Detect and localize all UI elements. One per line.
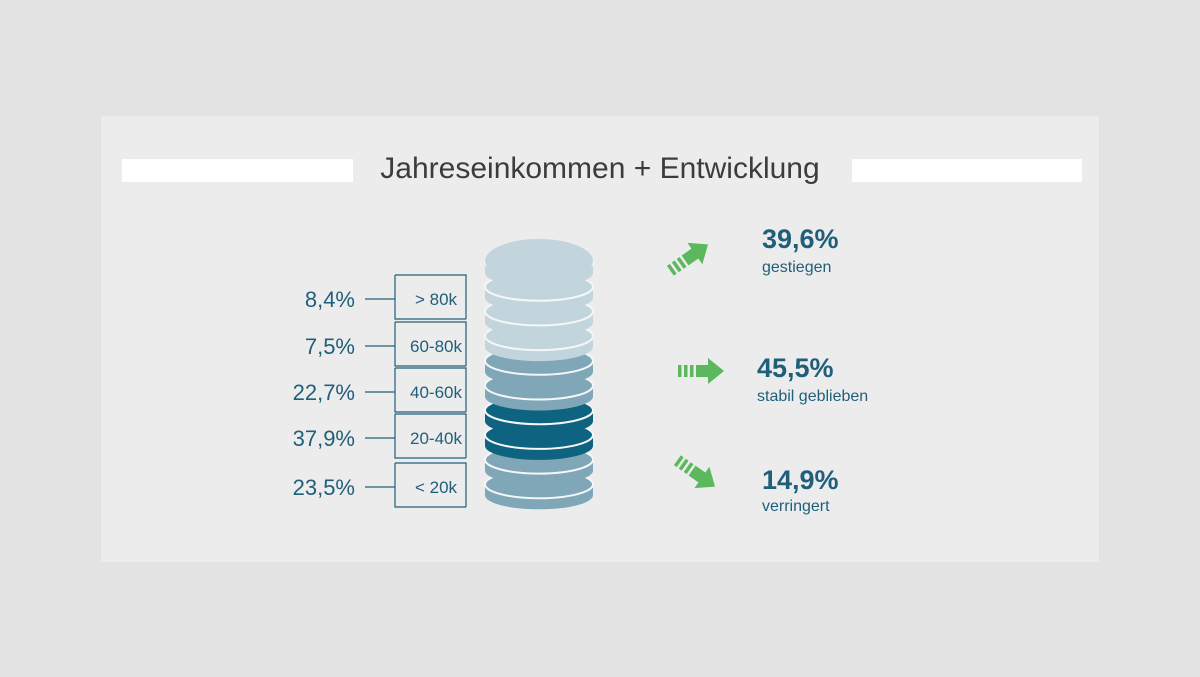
coin-top-face [485,239,593,283]
income-value-label: 7,5% [305,334,355,359]
arrow-dash [678,365,682,377]
arrow-dash [690,365,694,377]
arrow-dash [671,260,682,273]
income-category-label: 20-40k [410,429,462,448]
infographic-panel [101,116,1099,562]
arrow-dash [673,455,684,468]
trend-value-label: 14,9% [762,465,839,495]
trend-value-label: 39,6% [762,224,839,254]
income-distribution: 8,4% > 80k 7,5% 60-80k 22,7% 40-60k 37,9% 20-40… [293,274,467,508]
arrow-head [681,242,709,266]
trend-category-label: stabil geblieben [757,388,868,405]
chart-title: Jahreseinkommen + Entwicklung [380,152,820,185]
trend-arrow-up [666,242,709,276]
title-bar-left [122,159,353,182]
income-value-label: 23,5% [293,475,355,500]
category-box [394,462,467,508]
income-value-label: 37,9% [293,426,355,451]
arrow-dash [666,263,677,276]
trend-arrow-down [673,455,716,489]
trend-arrow-flat [678,358,724,384]
trend-value-label: 45,5% [757,353,834,383]
income-value-label: 22,7% [293,380,355,405]
arrow-dash [683,462,694,475]
category-box [394,274,467,320]
title-bar-right [852,159,1082,182]
coin-stack [484,239,594,510]
arrow-dash [676,256,687,269]
arrow-head [696,358,724,384]
income-category-label: > 80k [415,290,458,309]
income-category-label: 60-80k [410,337,462,356]
income-category-label: 40-60k [410,383,462,402]
category-box [394,413,467,459]
category-box [394,321,467,367]
income-value-label: 8,4% [305,287,355,312]
arrow-dash [678,458,689,471]
trend-category-label: gestiegen [762,259,831,276]
arrow-dash [684,365,688,377]
arrow-head [688,465,716,489]
trend-category-label: verringert [762,498,830,515]
income-trends: 39,6% gestiegen 45,5% stabil geblieben 14,9%… [666,224,868,515]
income-category-label: < 20k [415,478,458,497]
category-box [394,367,467,413]
